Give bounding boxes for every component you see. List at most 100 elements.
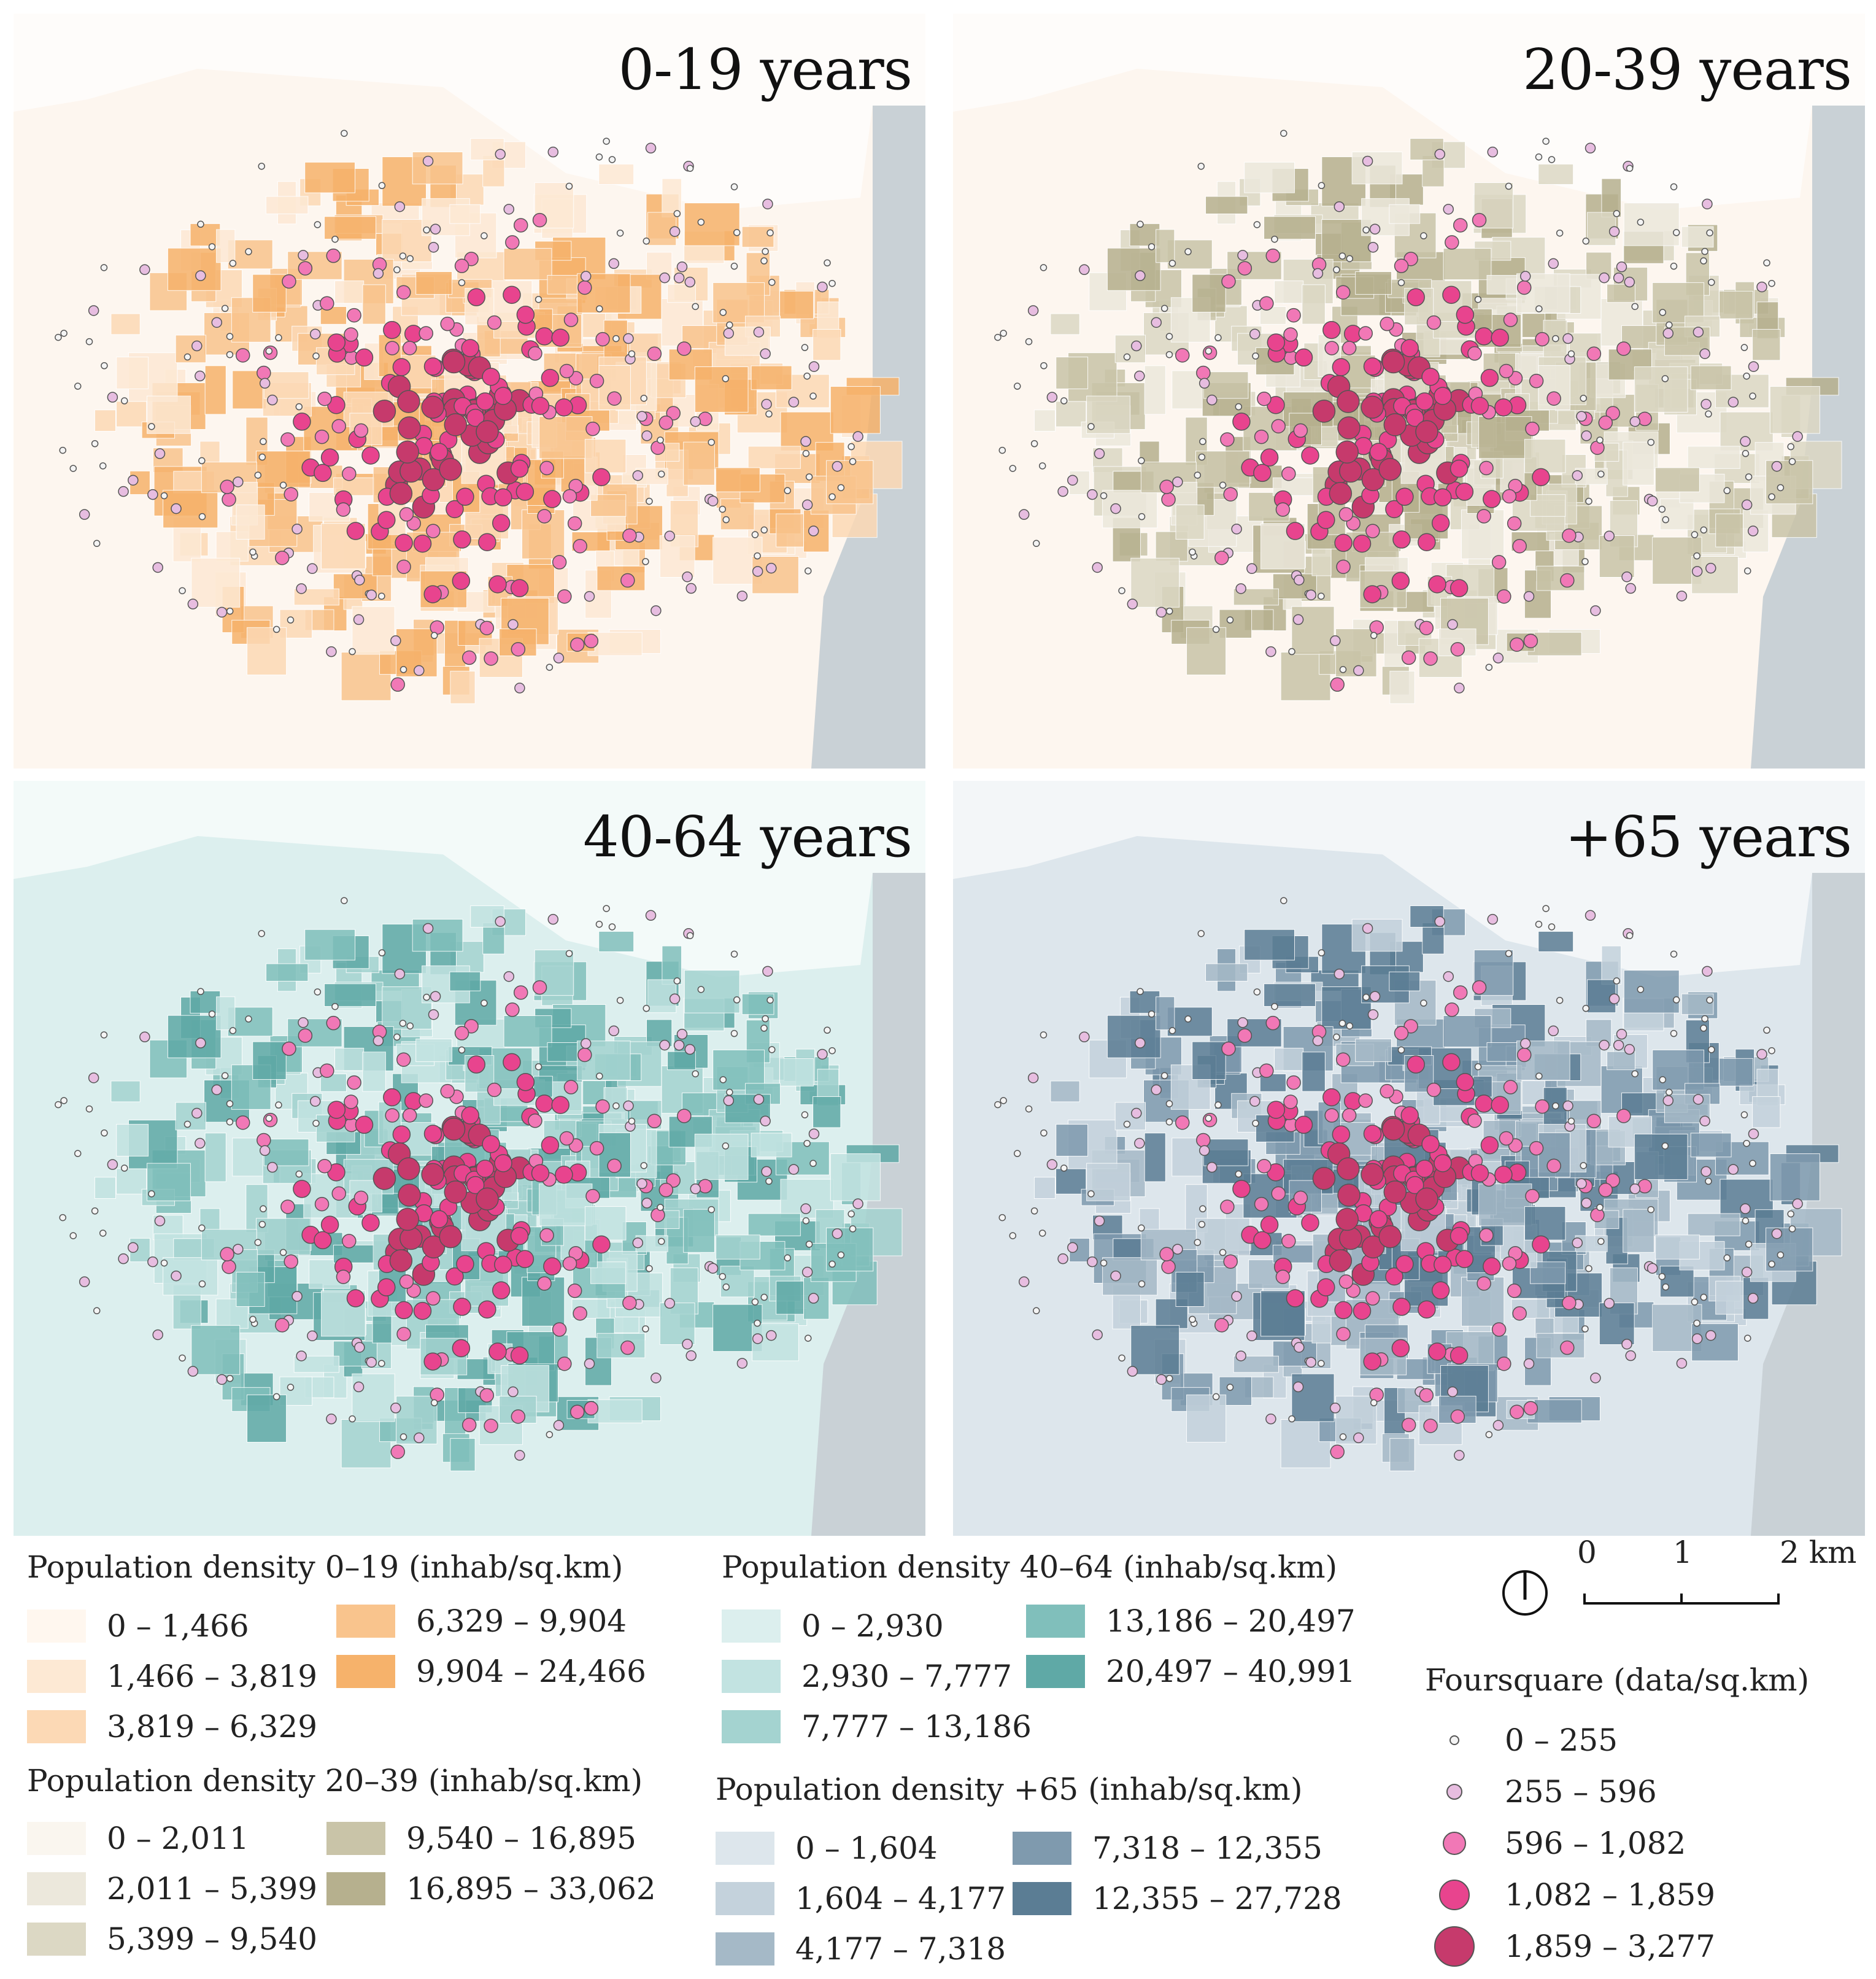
census-block xyxy=(1114,335,1146,363)
foursquare-point xyxy=(1363,357,1382,376)
foursquare-point xyxy=(1476,509,1491,524)
foursquare-point xyxy=(1391,571,1410,591)
foursquare-point xyxy=(719,1076,727,1083)
census-block xyxy=(659,535,695,578)
foursquare-point xyxy=(552,555,567,570)
census-block xyxy=(482,155,505,187)
foursquare-point xyxy=(467,288,485,306)
foursquare-point xyxy=(1312,1167,1336,1190)
foursquare-point xyxy=(1000,330,1007,337)
foursquare-point xyxy=(645,910,657,921)
foursquare-point xyxy=(809,392,817,400)
foursquare-point xyxy=(1249,328,1260,339)
census-block xyxy=(252,274,287,313)
foursquare-point xyxy=(1280,897,1287,904)
foursquare-point xyxy=(397,1157,420,1180)
foursquare-point xyxy=(1100,1259,1108,1267)
foursquare-point xyxy=(1385,1267,1403,1286)
foursquare-point xyxy=(1428,1342,1446,1361)
foursquare-point xyxy=(1572,470,1583,481)
foursquare-point xyxy=(399,1020,407,1027)
foursquare-point xyxy=(396,440,420,464)
foursquare-point xyxy=(1646,1263,1658,1274)
foursquare-point xyxy=(1744,567,1751,575)
foursquare-point xyxy=(1723,487,1731,495)
foursquare-point xyxy=(1443,204,1454,215)
foursquare-point xyxy=(1339,459,1362,483)
foursquare-point xyxy=(372,400,396,423)
foursquare-point xyxy=(698,411,712,427)
foursquare-point xyxy=(390,1444,405,1459)
foursquare-point xyxy=(513,218,528,233)
foursquare-point xyxy=(488,1342,507,1361)
foursquare-point xyxy=(1768,1260,1775,1268)
foursquare-point xyxy=(686,165,694,172)
foursquare-dot xyxy=(1439,1880,1470,1910)
legend-label: 4,177 – 7,318 xyxy=(795,1931,1006,1967)
foursquare-point xyxy=(1206,394,1218,406)
foursquare-point xyxy=(1474,296,1482,303)
foursquare-point xyxy=(439,1225,462,1249)
foursquare-point xyxy=(1771,460,1783,472)
census-block xyxy=(1687,1213,1740,1236)
foursquare-point xyxy=(452,571,471,591)
foursquare-point xyxy=(1286,308,1301,323)
census-block xyxy=(1623,1209,1654,1253)
foursquare-point xyxy=(1743,372,1750,380)
foursquare-point xyxy=(494,488,512,507)
foursquare-point xyxy=(1676,591,1688,602)
foursquare-point xyxy=(275,1318,290,1333)
census-block xyxy=(1719,290,1754,319)
census-block xyxy=(352,606,395,655)
foursquare-point xyxy=(669,226,681,237)
foursquare-point xyxy=(1165,607,1173,615)
foursquare-point xyxy=(1442,285,1461,304)
foursquare-point xyxy=(442,350,466,374)
census-block xyxy=(1634,1133,1688,1180)
foursquare-point xyxy=(69,465,77,472)
foursquare-point xyxy=(1205,1115,1213,1122)
foursquare-point xyxy=(1110,1270,1121,1282)
foursquare-point xyxy=(1013,1150,1021,1157)
foursquare-point xyxy=(344,1094,358,1109)
foursquare-point xyxy=(762,966,773,977)
foursquare-point xyxy=(1212,1393,1220,1401)
foursquare-point xyxy=(1745,473,1753,481)
foursquare-point xyxy=(390,677,405,692)
foursquare-point xyxy=(1662,516,1669,524)
census-block xyxy=(503,248,552,281)
foursquare-point xyxy=(595,331,610,347)
foursquare-point xyxy=(216,606,228,618)
legend-title: Population density +65 (inhab/sq.km) xyxy=(716,1772,1303,1807)
foursquare-point xyxy=(584,591,595,602)
census-block xyxy=(1538,163,1574,185)
foursquare-point xyxy=(1161,492,1176,507)
foursquare-point xyxy=(1196,365,1211,381)
foursquare-point xyxy=(1447,1386,1458,1398)
foursquare-point xyxy=(195,1037,206,1048)
census-block xyxy=(813,1096,841,1128)
foursquare-point xyxy=(347,1075,361,1090)
foursquare-point xyxy=(1324,1108,1339,1123)
foursquare-point xyxy=(100,264,108,271)
foursquare-point xyxy=(847,1210,855,1218)
foursquare-point xyxy=(1392,530,1411,549)
census-block xyxy=(539,1183,593,1226)
foursquare-point xyxy=(220,479,234,494)
foursquare-point xyxy=(74,382,82,390)
foursquare-point xyxy=(495,149,506,160)
census-block xyxy=(779,290,814,319)
census-block xyxy=(533,1075,553,1098)
foursquare-point xyxy=(528,1113,542,1128)
foursquare-point xyxy=(1332,1125,1351,1144)
foursquare-point xyxy=(673,977,681,985)
foursquare-point xyxy=(646,497,653,505)
foursquare-point xyxy=(1548,258,1559,269)
foursquare-point xyxy=(1394,258,1409,273)
foursquare-point xyxy=(642,558,649,565)
legend-item: 2,930 – 7,777 xyxy=(722,1659,1012,1694)
foursquare-point xyxy=(347,308,361,323)
census-block xyxy=(1608,1116,1652,1148)
census-block xyxy=(1144,365,1166,415)
foursquare-point xyxy=(1586,1113,1602,1129)
